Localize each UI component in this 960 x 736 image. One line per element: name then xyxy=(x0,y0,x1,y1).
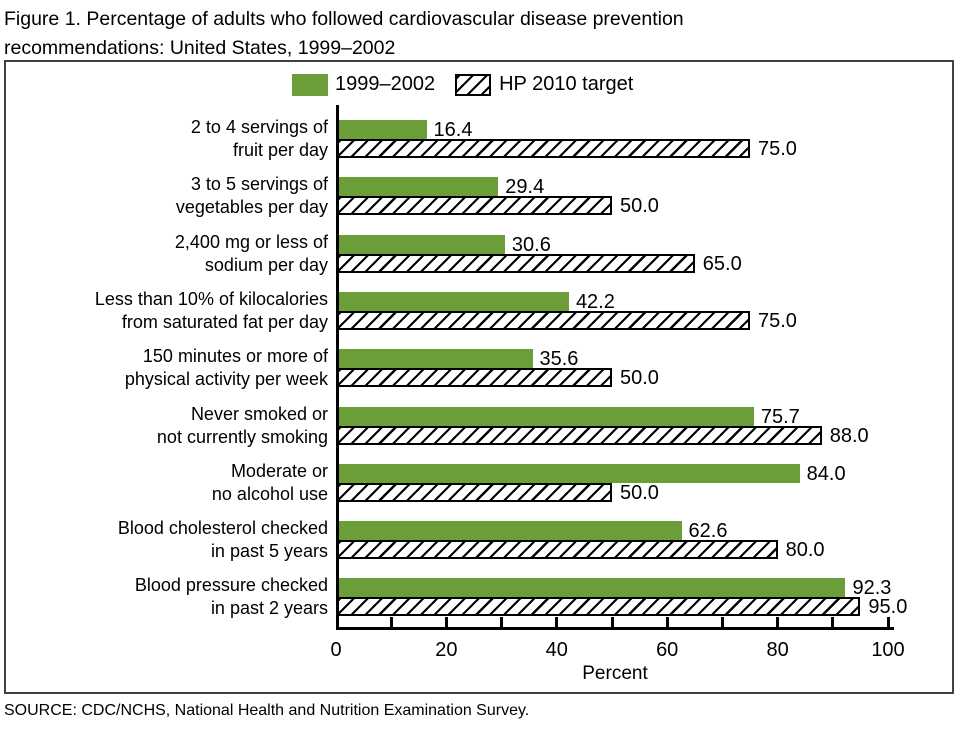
axis-tick xyxy=(720,617,724,627)
axis-tick-label: 0 xyxy=(330,639,342,661)
target-bar xyxy=(336,425,822,445)
target-value-label: 50.0 xyxy=(620,481,659,504)
axis-tick xyxy=(555,617,559,627)
axis-tick-label: 40 xyxy=(545,639,568,661)
target-bar xyxy=(336,540,778,560)
value-bar xyxy=(336,578,846,598)
axis-tick-label: 60 xyxy=(656,639,679,661)
target-bar xyxy=(336,253,695,273)
category-label: Never smoked or not currently smoking xyxy=(156,403,328,447)
target-bar xyxy=(336,139,750,158)
target-bar xyxy=(336,368,612,388)
target-value-label: 95.0 xyxy=(868,596,908,619)
value-bar xyxy=(336,291,569,311)
category-label: Blood cholesterol checked in past 5 year… xyxy=(117,518,328,562)
target-value-label: 75.0 xyxy=(758,138,797,160)
x-axis-title: Percent xyxy=(582,663,648,684)
x-axis-line xyxy=(336,627,894,630)
value-bar xyxy=(336,234,505,254)
value-bar xyxy=(336,406,754,426)
target-bar xyxy=(336,196,612,216)
legend-label-hp2010-target: HP 2010 target xyxy=(499,73,634,95)
axis-tick xyxy=(500,617,504,627)
legend-swatch-hp2010-target xyxy=(455,73,492,96)
figure-title: Figure 1. Percentage of adults who follo… xyxy=(4,8,684,59)
value-label: 35.6 xyxy=(539,348,579,371)
category-label: 2 to 4 servings of fruit per day xyxy=(190,117,328,160)
category-label: 2,400 mg or less of sodium per day xyxy=(174,231,328,275)
value-bar xyxy=(336,349,533,369)
legend: 1999–2002 HP 2010 target xyxy=(292,73,633,96)
chart-box: 1999–2002 HP 2010 target 2 to 4 servings… xyxy=(4,60,954,694)
value-label: 75.7 xyxy=(760,405,800,428)
value-label: 29.4 xyxy=(505,176,545,199)
target-value-label: 65.0 xyxy=(702,252,742,275)
category-label: Moderate or no alcohol use xyxy=(211,460,328,504)
value-bar xyxy=(336,463,800,483)
legend-label-1999-2002: 1999–2002 xyxy=(335,73,436,95)
value-label: 42.2 xyxy=(575,290,615,313)
axis-tick xyxy=(776,617,780,627)
value-bar xyxy=(336,177,499,197)
y-axis-line xyxy=(336,105,339,630)
axis-tick xyxy=(444,617,448,627)
value-label: 30.6 xyxy=(511,233,551,256)
axis-tick xyxy=(886,617,890,627)
value-bar xyxy=(336,120,427,139)
legend-swatch-1999-2002 xyxy=(292,73,328,96)
axis-tick-label: 80 xyxy=(766,639,789,661)
axis-tick xyxy=(389,617,393,627)
axis-tick xyxy=(665,617,669,627)
target-value-label: 75.0 xyxy=(758,309,797,332)
target-bar xyxy=(336,310,750,330)
category-label: 3 to 5 servings of vegetables per day xyxy=(175,174,328,218)
axis-tick-label: 20 xyxy=(435,639,458,661)
value-label: 92.3 xyxy=(852,577,892,600)
target-value-label: 88.0 xyxy=(829,424,869,447)
category-label: Blood pressure checked in past 2 years xyxy=(134,575,328,619)
value-label: 84.0 xyxy=(806,462,846,485)
value-label: 16.4 xyxy=(433,119,473,141)
target-value-label: 50.0 xyxy=(620,367,659,390)
target-value-label: 80.0 xyxy=(785,539,825,562)
target-bar xyxy=(336,482,612,502)
value-bar xyxy=(336,521,682,541)
category-label: Less than 10% of kilocalories from satur… xyxy=(94,288,328,332)
axis-tick xyxy=(610,617,614,627)
target-bar xyxy=(336,597,861,617)
category-label: 150 minutes or more of physical activity… xyxy=(124,346,328,390)
axis-tick-label: 100 xyxy=(871,639,905,661)
target-value-label: 50.0 xyxy=(620,195,659,218)
value-label: 62.6 xyxy=(688,520,728,543)
source-note: SOURCE: CDC/NCHS, National Health and Nu… xyxy=(4,702,530,719)
axis-tick xyxy=(831,617,835,627)
